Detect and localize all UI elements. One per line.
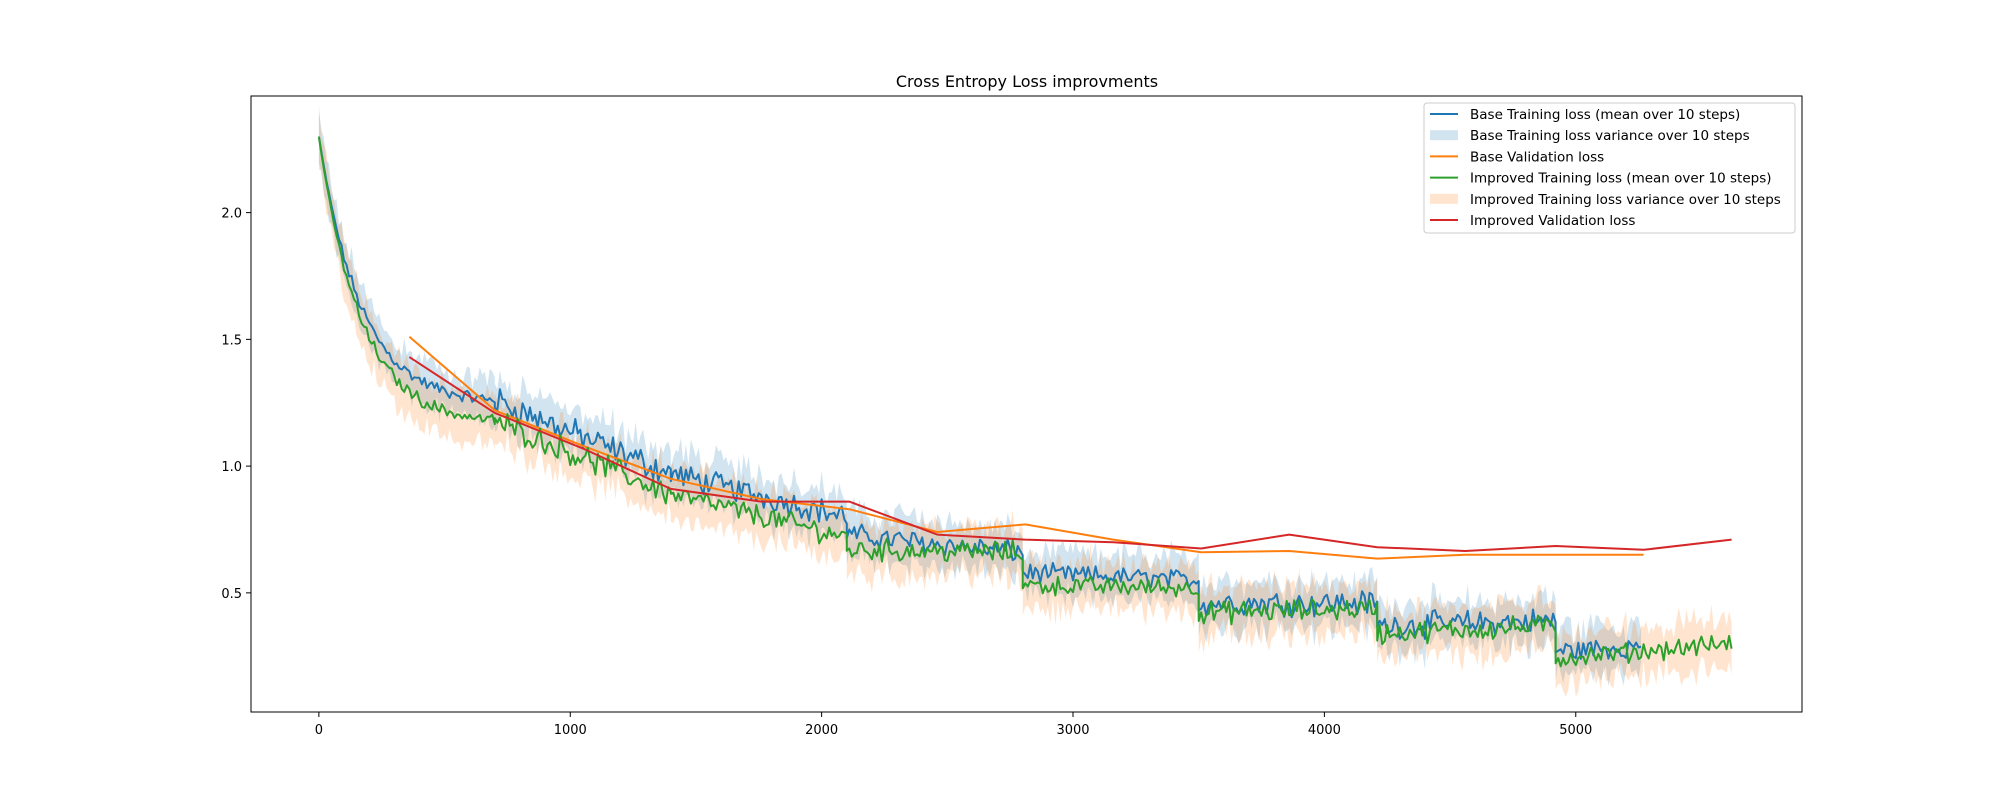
legend-label: Base Training loss (mean over 10 steps)	[1470, 107, 1740, 123]
x-tick-label: 3000	[1056, 723, 1089, 738]
x-tick-label: 5000	[1559, 723, 1592, 738]
series-line-3	[317, 136, 1733, 668]
series-lines	[317, 136, 1733, 668]
legend-swatch-band	[1430, 130, 1458, 141]
y-tick-label: 1.0	[221, 460, 242, 475]
legend-box	[1423, 102, 1796, 234]
x-tick-label: 1000	[554, 723, 587, 738]
y-axis: 0.5 1.0 1.5 2.0	[221, 207, 251, 602]
y-tick-label: 0.5	[221, 587, 242, 602]
x-tick-label: 2000	[805, 723, 838, 738]
variance-band-4	[318, 103, 1732, 697]
legend-label: Improved Training loss variance over 10 …	[1470, 192, 1781, 208]
series-line-5	[408, 356, 1732, 552]
y-tick-label: 1.5	[221, 333, 242, 348]
legend-label: Improved Training loss (mean over 10 ste…	[1470, 171, 1772, 187]
legend-label: Base Training loss variance over 10 step…	[1470, 128, 1750, 144]
legend-swatch-band	[1430, 193, 1458, 204]
series-line-2	[408, 336, 1644, 560]
x-tick-label: 4000	[1308, 723, 1341, 738]
legend-label: Improved Validation loss	[1470, 213, 1635, 229]
legend: Base Training loss (mean over 10 steps) B…	[1423, 102, 1796, 234]
chart-title: Cross Entropy Loss improvments	[896, 72, 1158, 91]
plot-frame	[250, 95, 1803, 713]
legend-label: Base Validation loss	[1470, 149, 1604, 165]
y-tick-label: 2.0	[221, 207, 242, 222]
x-axis: 0 1000 2000 3000 4000 5000	[315, 712, 1592, 738]
x-tick-label: 0	[315, 723, 323, 738]
